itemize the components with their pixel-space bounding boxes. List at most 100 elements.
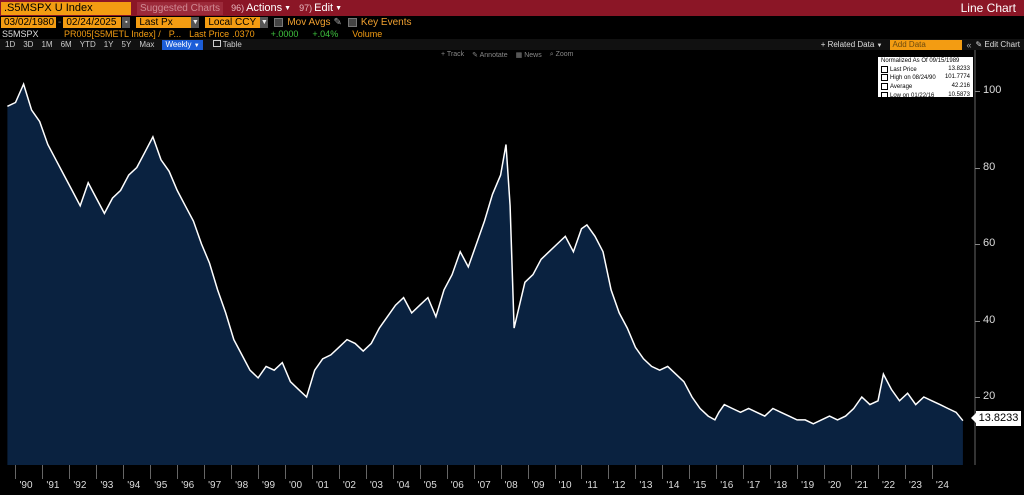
legend-label: Average [890,84,913,91]
mov-avgs-label: Mov Avgs [287,17,331,28]
legend-label: High on 08/24/90 [890,75,936,82]
pencil-icon: ✎ [333,17,342,28]
start-date-field[interactable]: 03/02/1980 [1,17,56,28]
actions-menu[interactable]: 96) Actions ▼ [231,2,291,14]
legend-value: 42.216 [951,82,970,89]
range-6m[interactable]: 6M [60,40,72,49]
change-value: +.0000 [270,29,299,39]
series-ticker: S5MSPX [2,29,39,39]
legend-row: High on 08/24/90 101.7774 [881,74,970,83]
x-tick-mark [931,465,933,479]
x-tick-mark [338,465,340,479]
x-tick-label: '04 [396,480,410,491]
annotate-tool[interactable]: ✎ Annotate [472,51,507,59]
area-fill [7,84,963,465]
chevron-down-icon: ▼ [284,4,292,12]
x-tick-label: '93 [100,480,114,491]
x-tick-mark [258,465,260,479]
chevron-down-icon: ▼ [191,17,200,28]
swatch-icon [881,65,888,73]
swatch-icon [881,82,888,90]
x-tick-mark [311,465,313,479]
currency-value: Local CCY [205,17,261,28]
range-max[interactable]: Max [139,40,155,49]
x-tick-label: '94 [127,480,141,491]
track-tool[interactable]: + Track [441,51,464,59]
x-tick-mark [554,465,556,479]
collapse-arrows-icon[interactable]: « [966,39,972,50]
suggested-charts-button[interactable]: Suggested Charts [137,1,224,15]
legend-label: Last Price [890,66,917,73]
x-tick-mark [419,465,421,479]
swatch-icon [881,74,888,82]
x-tick-label: '17 [747,480,761,491]
x-tick-mark [877,465,879,479]
y-tick-label: 80 [983,160,996,173]
ticker-input[interactable]: .S5MSPX U Index [1,1,131,15]
x-tick-label: '96 [181,480,195,491]
news-tool[interactable]: ▦ News [516,51,542,59]
x-tick-label: '18 [774,480,788,491]
x-tick-mark [365,465,367,479]
legend-box: Normalized As Of 09/15/1989 Last Price 13… [878,57,973,99]
x-tick-mark [123,465,125,479]
range-1m[interactable]: 1M [41,40,53,49]
x-tick-mark [662,465,664,479]
chart-tools: + Track ✎ Annotate ▦ News ⌕ Zoom [441,51,574,59]
legend-value: 10.5873 [948,91,970,98]
zoom-tool[interactable]: ⌕ Zoom [550,51,574,59]
x-tick-label: '19 [801,480,815,491]
y-tick-label: 60 [983,237,996,249]
x-tick-label: '16 [720,480,734,491]
y-tick-mark [975,167,980,169]
zoom-icon: ⌕ [549,51,554,58]
price-chart[interactable] [0,50,1024,465]
x-tick-mark [177,465,179,479]
actions-number: 96) [231,3,245,13]
legend-value: 101.7774 [944,74,970,81]
key-events-toggle[interactable]: Key Events [342,17,412,28]
currency-select[interactable]: Local CCY ▼ [205,17,269,28]
track-label: Track [446,51,465,58]
add-data-input[interactable]: Add Data [890,39,963,50]
range-3d[interactable]: 3D [23,40,34,49]
end-date-field[interactable]: 02/24/2025 [63,17,122,28]
x-tick-label: '91 [46,480,60,491]
x-tick-label: '23 [908,480,922,491]
y-tick-mark [975,244,980,245]
range-1d[interactable]: 1D [5,40,16,49]
table-toggle[interactable]: Table [212,40,242,49]
x-tick-label: '11 [585,480,598,491]
field-select[interactable]: Last Px ▼ [136,17,200,28]
range-1y[interactable]: 1Y [103,40,114,49]
chevron-down-icon: ▼ [193,42,200,49]
x-tick-mark [743,465,745,479]
related-data-button[interactable]: + Related Data ▼ [821,40,883,49]
calendar-icon: ▪ [122,17,131,28]
x-tick-label: '06 [450,480,464,491]
related-data-label: + Related Data [820,40,875,49]
x-tick-label: '14 [666,480,680,491]
calendar-button[interactable]: ▪ [122,17,131,28]
range-5y[interactable]: 5Y [121,40,132,49]
y-tick-label: 20 [983,390,996,402]
x-tick-mark [285,465,286,479]
edit-chart-button[interactable]: ✎ Edit Chart [975,40,1020,49]
y-tick-mark [975,320,980,322]
checkbox-icon [274,18,284,27]
frequency-value: Weekly [165,39,192,49]
x-tick-mark [716,465,718,479]
x-tick-mark [770,465,772,479]
last-value-tag: 13.8233 [971,411,1021,426]
x-tick-label: '05 [423,480,437,491]
x-tick-label: '95 [154,480,168,491]
range-ytd[interactable]: YTD [79,40,96,49]
mov-avgs-toggle[interactable]: Mov Avgs ✎ [268,17,342,28]
edit-chart-label: Edit Chart [984,40,1020,49]
edit-menu[interactable]: 97) Edit ▼ [299,2,342,14]
x-tick-label: '07 [477,480,491,491]
crosshair-icon: + [441,51,446,58]
x-tick-mark [204,465,206,479]
frequency-select[interactable]: Weekly ▼ [162,39,203,50]
x-tick-label: '00 [289,480,303,491]
